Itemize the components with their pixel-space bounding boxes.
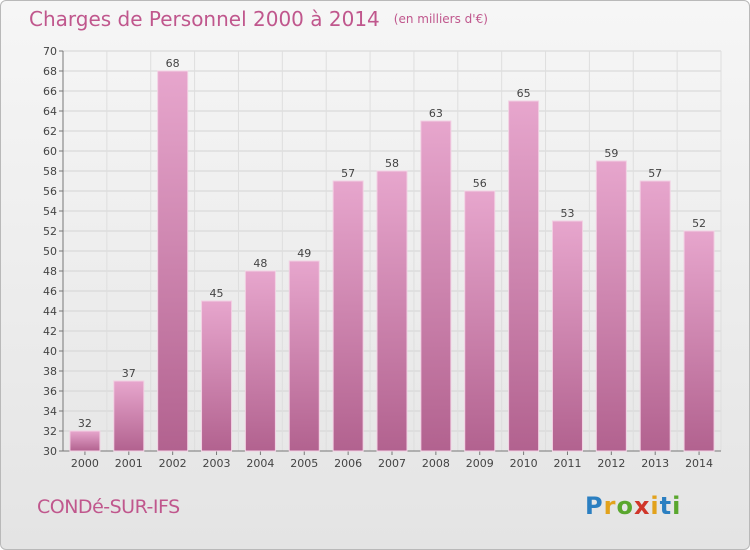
proxiti-logo: Proxiti (585, 492, 682, 520)
bar-2005 (288, 260, 320, 452)
bar-2002 (157, 70, 189, 452)
y-tick-label: 58 (43, 165, 57, 178)
y-tick-label: 32 (43, 425, 57, 438)
bar-2007 (376, 170, 408, 452)
x-tick-label-2013: 2013 (641, 457, 669, 470)
x-tick-label-2001: 2001 (115, 457, 143, 470)
x-tick-label-2010: 2010 (510, 457, 538, 470)
x-tick-label-2011: 2011 (553, 457, 581, 470)
y-tick-label: 36 (43, 385, 57, 398)
bar-2001 (113, 380, 145, 452)
x-tick-label-2008: 2008 (422, 457, 450, 470)
value-label-2002: 68 (166, 57, 180, 70)
value-label-2003: 45 (210, 287, 224, 300)
value-label-2009: 56 (473, 177, 487, 190)
x-tick-label-2009: 2009 (466, 457, 494, 470)
commune-name: CONDé-SUR-IFS (37, 496, 180, 518)
bar-2006 (332, 180, 364, 452)
bar-2012 (595, 160, 627, 452)
value-label-2014: 52 (692, 217, 706, 230)
value-label-2005: 49 (297, 247, 311, 260)
bar-2011 (551, 220, 583, 452)
bar-2014 (683, 230, 715, 452)
x-tick-label-2000: 2000 (71, 457, 99, 470)
value-label-2013: 57 (648, 167, 662, 180)
value-label-2001: 37 (122, 367, 136, 380)
y-tick-label: 60 (43, 145, 57, 158)
x-tick-label-2014: 2014 (685, 457, 713, 470)
bar-2008 (420, 120, 452, 452)
value-label-2010: 65 (517, 87, 531, 100)
bar-2003 (201, 300, 233, 452)
y-tick-label: 34 (43, 405, 57, 418)
value-label-2008: 63 (429, 107, 443, 120)
y-tick-label: 66 (43, 85, 57, 98)
y-tick-label: 52 (43, 225, 57, 238)
bar-2013 (639, 180, 671, 452)
y-tick-label: 30 (43, 445, 57, 458)
value-label-2011: 53 (560, 207, 574, 220)
x-tick-label-2003: 2003 (203, 457, 231, 470)
y-tick-label: 44 (43, 305, 57, 318)
y-tick-label: 54 (43, 205, 57, 218)
value-label-2007: 58 (385, 157, 399, 170)
x-tick-label-2002: 2002 (159, 457, 187, 470)
bar-2000 (69, 430, 101, 452)
x-tick-label-2005: 2005 (290, 457, 318, 470)
x-tick-label-2012: 2012 (597, 457, 625, 470)
value-label-2004: 48 (253, 257, 267, 270)
x-tick-label-2007: 2007 (378, 457, 406, 470)
value-label-2012: 59 (604, 147, 618, 160)
value-label-2006: 57 (341, 167, 355, 180)
y-tick-label: 56 (43, 185, 57, 198)
y-tick-label: 50 (43, 245, 57, 258)
x-tick-label-2004: 2004 (246, 457, 274, 470)
y-tick-label: 46 (43, 285, 57, 298)
y-tick-label: 62 (43, 125, 57, 138)
bar-2009 (464, 190, 496, 452)
x-tick-label-2006: 2006 (334, 457, 362, 470)
y-tick-label: 40 (43, 345, 57, 358)
labels: 30 32 34 36 38 40 42 44 46 48 50 52 54 56 58 60 62 64 66 68… (43, 45, 713, 470)
y-tick-label: 70 (43, 45, 57, 58)
y-tick-label: 42 (43, 325, 57, 338)
bars (69, 70, 715, 452)
value-label-2000: 32 (78, 417, 92, 430)
y-tick-label: 48 (43, 265, 57, 278)
bar-2010 (508, 100, 540, 452)
bar-2004 (244, 270, 276, 452)
chart-title: Charges de Personnel 2000 à 2014 (en mill… (29, 7, 488, 31)
y-tick-label: 64 (43, 105, 57, 118)
chart-subtitle: (en milliers d'€) (393, 12, 488, 26)
y-tick-label: 68 (43, 65, 57, 78)
chart-title-text: Charges de Personnel 2000 à 2014 (29, 7, 380, 31)
y-tick-label: 38 (43, 365, 57, 378)
